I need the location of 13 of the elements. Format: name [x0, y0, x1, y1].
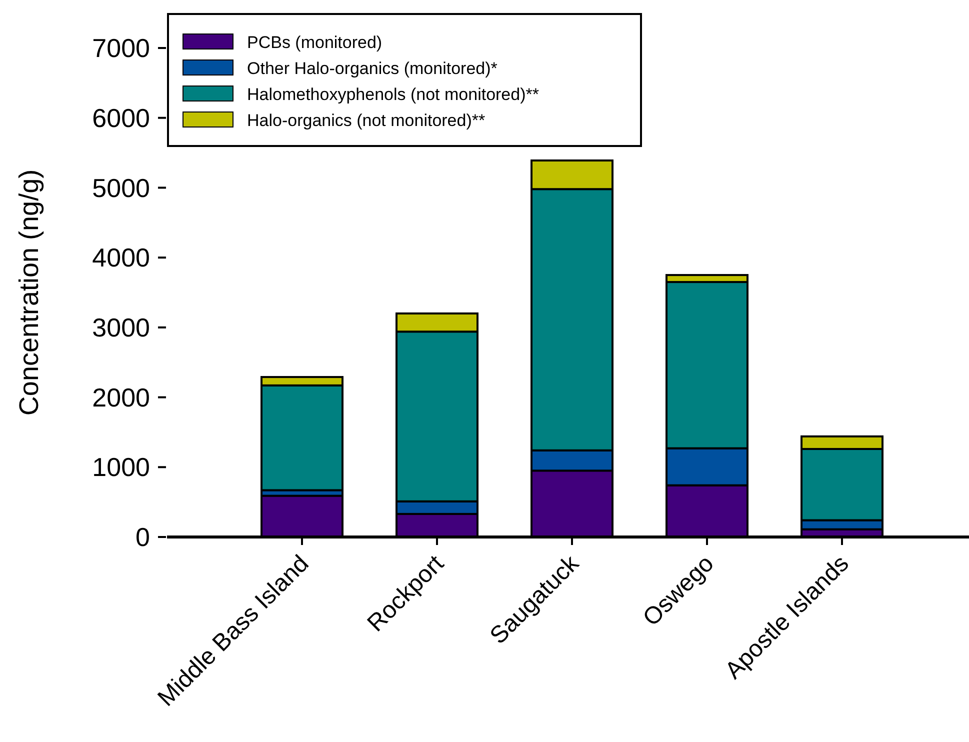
y-tick-label: 7000: [92, 33, 150, 64]
legend-label: Halo-organics (not monitored)**: [247, 110, 486, 130]
y-tick-label: 0: [136, 522, 150, 552]
y-axis-title: Concentration (ng/g): [14, 169, 44, 416]
y-tick-label: 3000: [92, 312, 150, 343]
y-tick-label: 1000: [92, 452, 150, 482]
y-tick-label: 5000: [92, 172, 150, 203]
y-tick-label: 2000: [92, 382, 150, 412]
y-tick-label: 6000: [92, 102, 150, 133]
y-tick-label: 4000: [92, 242, 150, 273]
legend-label: PCBs (monitored): [247, 32, 382, 52]
legend-label: Halomethoxyphenols (not monitored)**: [247, 84, 540, 104]
legend-label: Other Halo-organics (monitored)*: [247, 58, 498, 78]
